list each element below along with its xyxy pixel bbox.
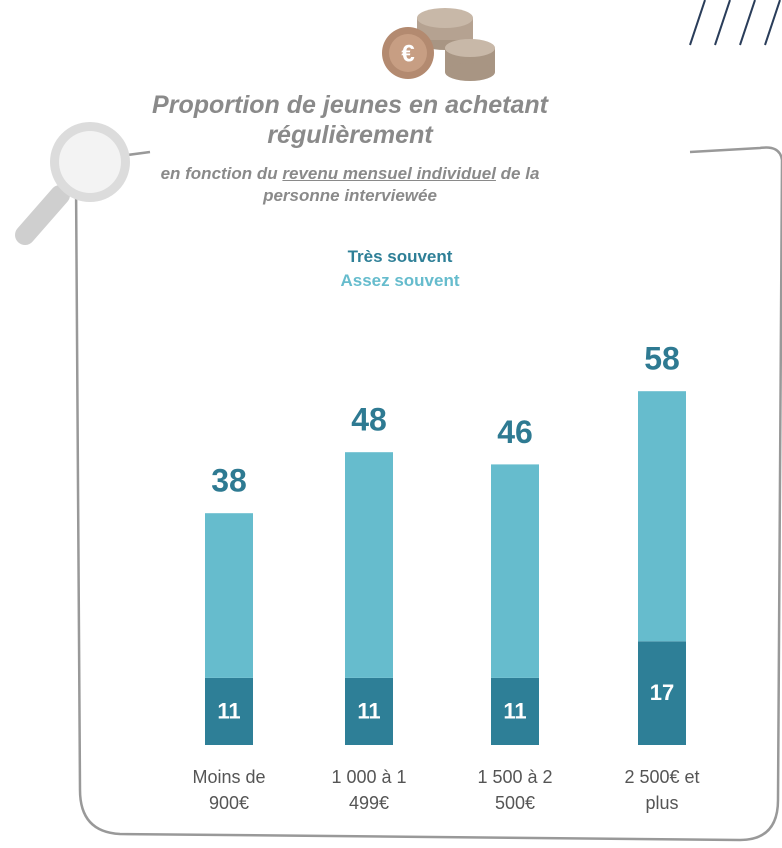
- legend-entry: Très souvent: [300, 245, 500, 269]
- x-tick-label: 1 500 à 2 500€: [460, 764, 570, 816]
- legend-entry: Assez souvent: [300, 269, 500, 293]
- bar-segment: [205, 513, 253, 678]
- x-tick-label: Moins de 900€: [174, 764, 284, 816]
- subtitle-part: en fonction du: [161, 164, 278, 183]
- magnifier-icon: [25, 122, 130, 235]
- total-label: 48: [351, 402, 387, 438]
- data-label: 11: [503, 698, 526, 723]
- total-label: 58: [644, 341, 680, 377]
- data-label: 11: [357, 698, 380, 723]
- bar-segment: [345, 452, 393, 678]
- subtitle: en fonction du revenu mensuel individuel…: [160, 163, 540, 207]
- bar-segment: [491, 464, 539, 678]
- data-label: 17: [650, 680, 674, 705]
- total-label: 46: [497, 414, 533, 450]
- coins-icon: €: [382, 8, 495, 81]
- bar-segment: [638, 391, 686, 641]
- total-label: 38: [211, 463, 247, 499]
- chart-title: Proportion de jeunes en achetant réguliè…: [150, 90, 550, 150]
- slashes: [690, 0, 780, 45]
- x-tick-label: 1 000 à 1 499€: [314, 764, 424, 816]
- x-tick-label: 2 500€ et plus: [607, 764, 717, 816]
- subtitle-part: revenu mensuel individuel: [282, 164, 496, 183]
- page: € 11 38 11 48 11 46 17 58 Proportion de jeunes …: [0, 0, 782, 848]
- data-label: 11: [217, 698, 240, 723]
- svg-text:€: €: [401, 40, 414, 67]
